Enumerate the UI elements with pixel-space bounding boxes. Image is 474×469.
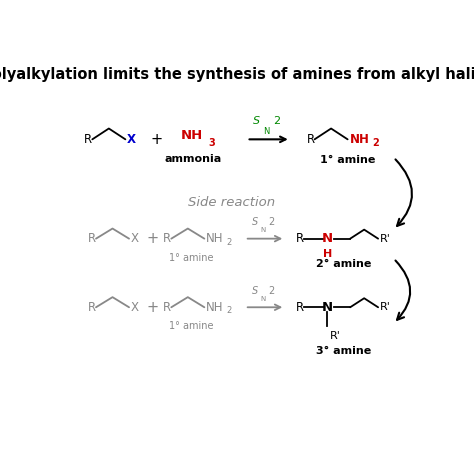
Text: +: +: [151, 132, 163, 147]
Text: Side reaction: Side reaction: [188, 196, 275, 209]
Text: N: N: [322, 301, 333, 314]
Text: X: X: [127, 133, 136, 146]
Text: R': R': [380, 234, 391, 244]
Text: N: N: [322, 232, 333, 245]
Text: 1° amine: 1° amine: [169, 253, 214, 263]
Text: 2: 2: [273, 116, 281, 126]
Text: R: R: [306, 133, 315, 146]
Text: R: R: [84, 133, 92, 146]
Text: +: +: [147, 231, 159, 246]
Text: NH: NH: [349, 133, 369, 146]
Text: 3: 3: [208, 138, 215, 148]
Text: S: S: [252, 286, 258, 296]
Text: R: R: [163, 301, 171, 314]
Text: H: H: [323, 249, 332, 259]
Text: NH: NH: [206, 232, 224, 245]
Text: 3° amine: 3° amine: [316, 346, 372, 356]
Text: 1° amine: 1° amine: [169, 321, 214, 332]
Text: R: R: [88, 232, 96, 245]
Text: N: N: [261, 296, 266, 302]
Text: R: R: [295, 301, 303, 314]
Text: 2° amine: 2° amine: [316, 259, 372, 269]
Text: 2: 2: [227, 238, 232, 247]
Text: X: X: [131, 232, 139, 245]
FancyArrowPatch shape: [395, 159, 412, 226]
Text: X: X: [131, 301, 139, 314]
Text: NH: NH: [206, 301, 224, 314]
Text: 1° amine: 1° amine: [320, 155, 375, 165]
Text: R: R: [295, 232, 303, 245]
Text: S: S: [254, 116, 261, 126]
Text: 2: 2: [372, 138, 379, 148]
Text: Polyalkylation limits the synthesis of amines from alkyl halides: Polyalkylation limits the synthesis of a…: [0, 67, 474, 82]
Text: N: N: [263, 127, 270, 136]
Text: 2: 2: [227, 306, 232, 315]
Text: 2: 2: [268, 218, 274, 227]
Text: R': R': [380, 302, 391, 312]
Text: NH: NH: [181, 129, 203, 142]
Text: R': R': [330, 331, 341, 341]
Text: R: R: [163, 232, 171, 245]
Text: ammonia: ammonia: [164, 154, 222, 164]
Text: R: R: [88, 301, 96, 314]
Text: N: N: [261, 227, 266, 233]
Text: 2: 2: [268, 286, 274, 296]
Text: +: +: [147, 300, 159, 315]
Text: S: S: [252, 218, 258, 227]
FancyArrowPatch shape: [395, 260, 410, 320]
